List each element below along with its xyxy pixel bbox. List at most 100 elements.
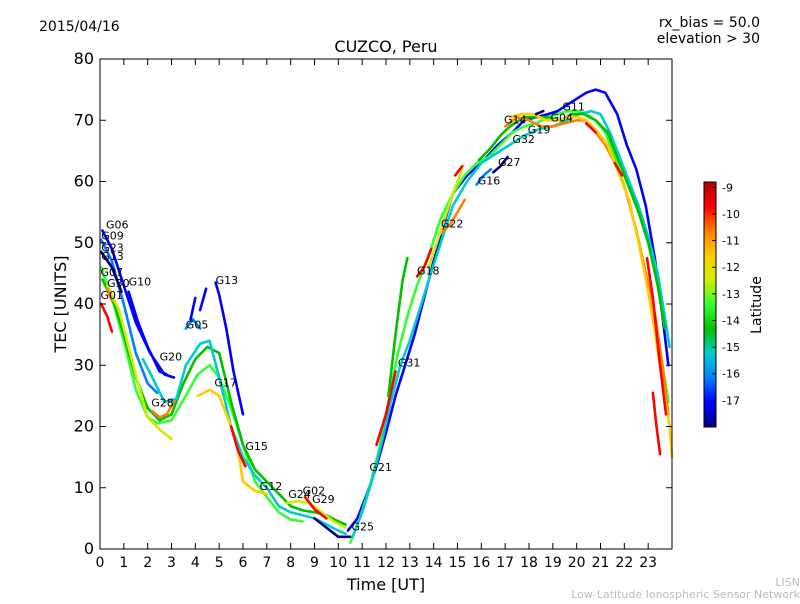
elevation-label: elevation > 30 bbox=[657, 31, 760, 47]
tec-trace-13 bbox=[214, 281, 245, 416]
tec-trace-26 bbox=[439, 198, 466, 235]
satellite-label: G28 bbox=[151, 396, 174, 409]
satellite-label: G04 bbox=[550, 111, 573, 124]
x-tick-label: 12 bbox=[377, 555, 395, 571]
satellite-label: G17 bbox=[214, 377, 237, 390]
tec-trace-1 bbox=[99, 238, 159, 395]
satellite-label: G15 bbox=[245, 440, 268, 453]
tec-trace-6 bbox=[105, 287, 114, 303]
satellite-label: G32 bbox=[512, 133, 535, 146]
x-tick-label: 8 bbox=[286, 555, 295, 571]
tec-trace-18 bbox=[303, 495, 328, 520]
tec-trace-3 bbox=[99, 266, 304, 523]
x-tick-label: 2 bbox=[143, 555, 152, 571]
x-tick-label: 15 bbox=[449, 555, 467, 571]
y-axis-label: TEC [UNITS] bbox=[51, 256, 70, 354]
tec-trace-5 bbox=[105, 284, 173, 441]
tec-trace-30 bbox=[475, 168, 493, 186]
satellite-label: G20 bbox=[160, 350, 183, 363]
x-tick-label: 7 bbox=[262, 555, 271, 571]
satellite-label: G05 bbox=[186, 319, 209, 332]
tec-trace-19 bbox=[313, 517, 352, 539]
x-tick-label: 5 bbox=[215, 555, 224, 571]
tec-trace-10 bbox=[184, 318, 202, 330]
tec-trace-24 bbox=[387, 256, 409, 398]
colorbar-tick-label: -16 bbox=[722, 368, 740, 381]
colorbar bbox=[703, 181, 717, 428]
satellite-label: G22 bbox=[441, 217, 464, 230]
tec-trace-25 bbox=[415, 247, 433, 278]
x-tick-label: 21 bbox=[592, 555, 610, 571]
x-tick-label: 20 bbox=[568, 555, 586, 571]
rx-bias-label: rx_bias = 50.0 bbox=[659, 15, 760, 31]
y-tick-label: 50 bbox=[74, 233, 94, 252]
x-tick-label: 23 bbox=[639, 555, 657, 571]
satellite-label: G27 bbox=[498, 156, 521, 169]
tec-trace-33 bbox=[508, 112, 674, 459]
y-tick-label: 70 bbox=[74, 110, 94, 129]
x-tick-label: 4 bbox=[191, 555, 200, 571]
x-tick-label: 14 bbox=[425, 555, 443, 571]
satellite-label: G13 bbox=[101, 250, 124, 263]
y-tick-label: 40 bbox=[74, 294, 94, 313]
satellite-label: G02 bbox=[303, 484, 326, 497]
tec-trace-23 bbox=[375, 370, 397, 447]
satellite-label: G21 bbox=[369, 461, 392, 474]
footer-network: Low-Latitude Ionospheric Sensor Network bbox=[571, 588, 800, 600]
satellite-label: G31 bbox=[398, 356, 421, 369]
tec-trace-27 bbox=[427, 168, 464, 269]
satellite-label: G11 bbox=[562, 100, 585, 113]
x-tick-label: 6 bbox=[239, 555, 248, 571]
satellite-label: G07 bbox=[100, 266, 123, 279]
x-tick-label: 9 bbox=[310, 555, 319, 571]
tec-trace-16 bbox=[151, 400, 176, 419]
x-tick-label: 3 bbox=[167, 555, 176, 571]
satellite-label: G10 bbox=[129, 276, 152, 289]
tec-trace-12 bbox=[198, 287, 208, 312]
x-tick-label: 17 bbox=[496, 555, 514, 571]
tec-trace-17 bbox=[284, 499, 347, 529]
tec-trace-35 bbox=[613, 161, 624, 177]
tec-trace-7 bbox=[99, 302, 114, 333]
satellite-label: G13 bbox=[216, 274, 239, 287]
colorbar-tick-label: -9 bbox=[722, 181, 733, 194]
satellite-label: G06 bbox=[106, 219, 129, 232]
y-tick-label: 10 bbox=[74, 478, 94, 497]
tec-trace-2 bbox=[99, 250, 123, 294]
tec-trace-22 bbox=[351, 109, 671, 539]
x-tick-label: 11 bbox=[353, 555, 371, 571]
footer-lisn: LISN bbox=[775, 576, 800, 589]
y-tick-label: 30 bbox=[74, 355, 94, 374]
colorbar-tick-label: -13 bbox=[722, 288, 740, 301]
colorbar-tick-label: -17 bbox=[722, 394, 740, 407]
satellite-label: G19 bbox=[528, 124, 551, 137]
colorbar-tick-label: -14 bbox=[722, 314, 740, 327]
satellite-label: G16 bbox=[478, 175, 501, 188]
tec-trace-34 bbox=[584, 122, 597, 134]
tec-trace-29 bbox=[492, 155, 509, 174]
satellite-label: G09 bbox=[101, 230, 124, 243]
satellite-label: G29 bbox=[312, 493, 335, 506]
colorbar-tick-label: -10 bbox=[722, 208, 740, 221]
colorbar-tick-label: -15 bbox=[722, 341, 740, 354]
tec-trace-36 bbox=[534, 109, 545, 116]
plot-frame bbox=[99, 58, 673, 550]
x-tick-label: 18 bbox=[520, 555, 538, 571]
x-tick-label: 0 bbox=[96, 555, 105, 571]
y-tick-label: 0 bbox=[84, 539, 94, 558]
satellite-label: G14 bbox=[504, 113, 527, 126]
y-tick-label: 80 bbox=[74, 49, 94, 68]
satellite-label: G12 bbox=[260, 480, 283, 493]
satellite-label: G25 bbox=[351, 521, 374, 534]
colorbar-label: Latitude bbox=[749, 276, 765, 334]
tec-trace-11 bbox=[189, 296, 197, 321]
tec-trace-38 bbox=[651, 391, 662, 456]
x-tick-label: 19 bbox=[544, 555, 562, 571]
satellite-label: G23 bbox=[101, 241, 124, 254]
satellite-label: G24 bbox=[288, 488, 311, 501]
colorbar-tick-label: -12 bbox=[722, 261, 740, 274]
date-label: 2015/04/16 bbox=[39, 19, 120, 35]
satellite-label: G18 bbox=[417, 265, 440, 278]
